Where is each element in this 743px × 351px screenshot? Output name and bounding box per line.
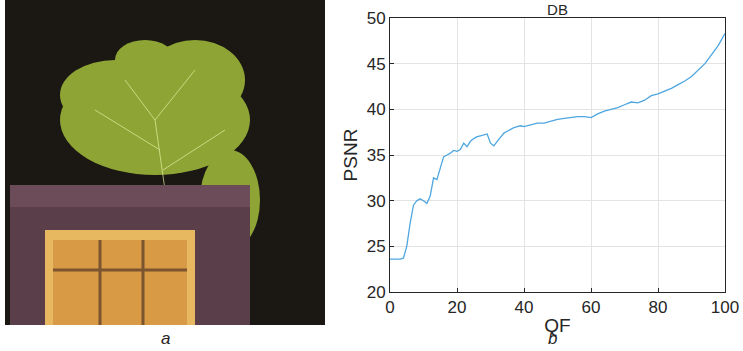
svg-text:40: 40 <box>515 298 534 317</box>
svg-text:45: 45 <box>367 55 386 74</box>
svg-text:PSNR: PSNR <box>340 129 361 182</box>
svg-text:20: 20 <box>367 283 386 302</box>
svg-text:60: 60 <box>582 298 601 317</box>
svg-text:0: 0 <box>385 298 394 317</box>
svg-text:100: 100 <box>711 298 739 317</box>
svg-text:QF: QF <box>544 315 570 336</box>
svg-text:30: 30 <box>367 192 386 211</box>
svg-text:DB: DB <box>547 1 568 18</box>
svg-text:a: a <box>161 329 170 348</box>
svg-text:40: 40 <box>367 100 386 119</box>
svg-text:b: b <box>548 329 557 348</box>
svg-text:50: 50 <box>367 9 386 28</box>
svg-text:35: 35 <box>367 146 386 165</box>
svg-text:25: 25 <box>367 237 386 256</box>
svg-text:80: 80 <box>649 298 668 317</box>
svg-text:20: 20 <box>448 298 467 317</box>
